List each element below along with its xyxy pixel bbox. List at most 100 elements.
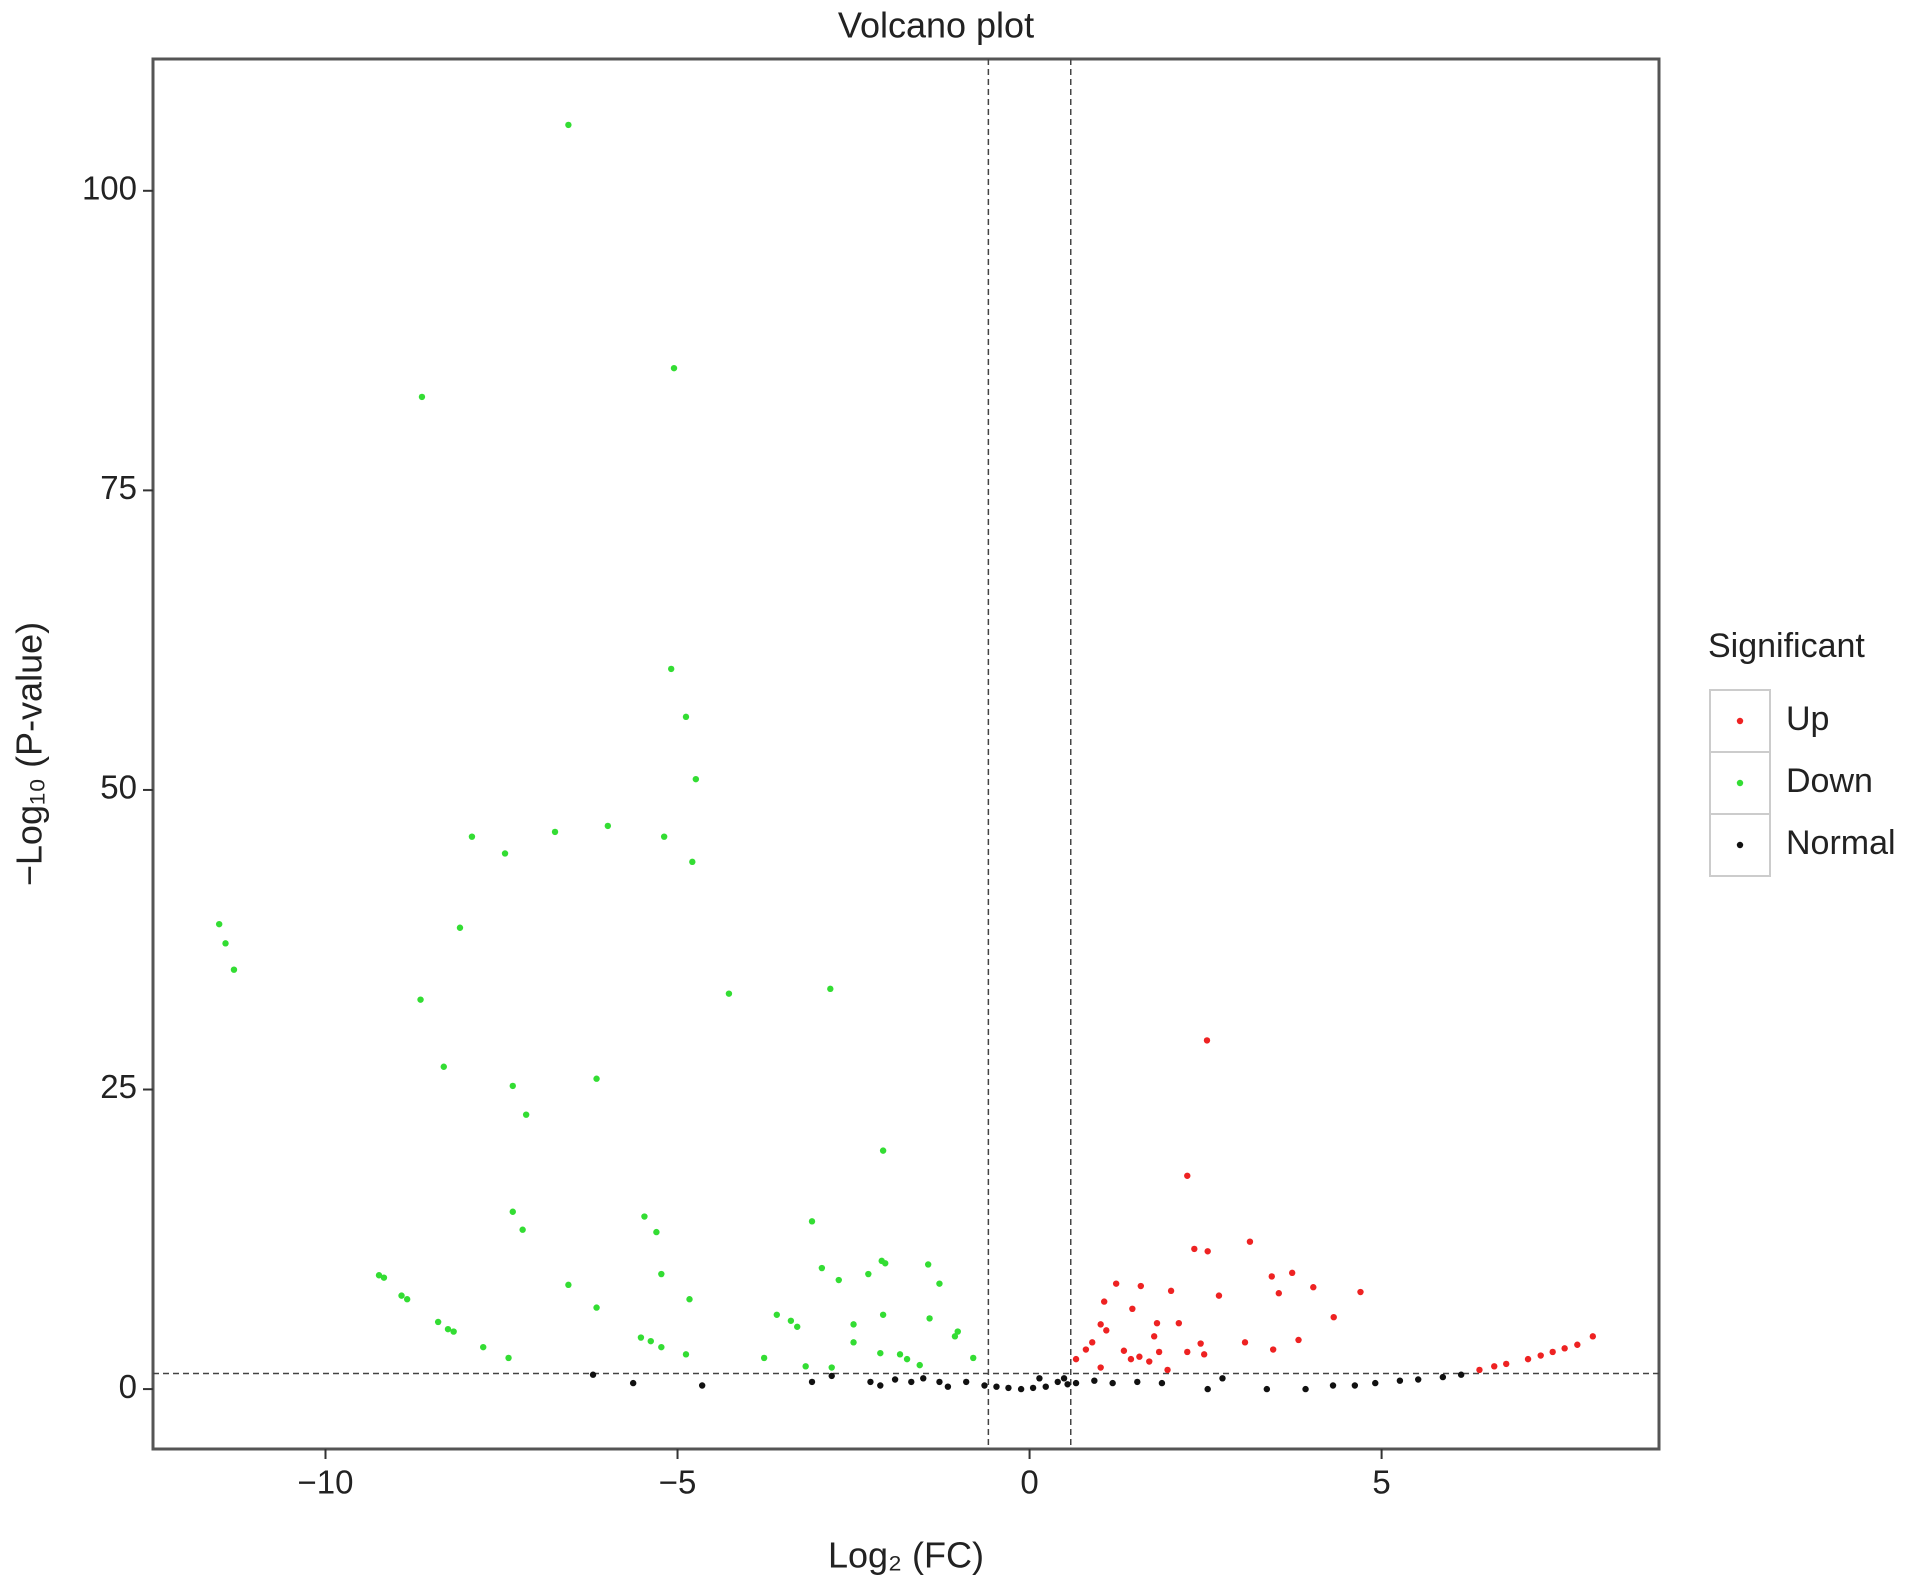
point — [1164, 1366, 1171, 1374]
x-tick-label: −5 — [659, 1464, 697, 1501]
point — [501, 850, 509, 857]
point — [641, 1213, 648, 1220]
point — [1396, 1377, 1404, 1384]
point — [835, 1276, 842, 1284]
point — [1372, 1379, 1379, 1387]
point — [230, 966, 238, 973]
point — [1491, 1363, 1498, 1370]
point — [916, 1361, 923, 1369]
point — [1120, 1347, 1128, 1354]
y-tick-label: 75 — [100, 469, 137, 506]
x-axis-label: Log₂ (FC) — [828, 1535, 984, 1576]
point — [1549, 1348, 1556, 1356]
point — [1330, 1313, 1337, 1321]
point — [505, 1354, 512, 1362]
point — [398, 1292, 405, 1299]
point — [1175, 1319, 1183, 1327]
point — [1091, 1377, 1098, 1384]
point — [1457, 1371, 1465, 1378]
point — [1204, 1248, 1211, 1255]
point — [1246, 1238, 1254, 1245]
point — [1503, 1360, 1510, 1368]
point — [417, 996, 424, 1003]
point — [418, 393, 426, 401]
point — [867, 1378, 874, 1386]
legend-marker — [1736, 717, 1744, 725]
point — [565, 121, 572, 129]
point — [1153, 1319, 1161, 1327]
point — [1295, 1336, 1302, 1344]
chart-title: Volcano plot — [838, 5, 1034, 46]
point — [808, 1218, 816, 1225]
point — [760, 1354, 768, 1362]
point — [698, 1382, 706, 1389]
point — [787, 1317, 795, 1324]
point — [1060, 1375, 1068, 1382]
point — [1017, 1385, 1025, 1393]
point — [773, 1311, 781, 1318]
legend-marker — [1736, 841, 1744, 849]
point — [944, 1383, 952, 1390]
point — [951, 1333, 959, 1340]
point — [1134, 1378, 1141, 1386]
point — [551, 828, 559, 836]
point — [222, 940, 229, 947]
point — [962, 1378, 970, 1386]
legend-label: Down — [1786, 762, 1873, 800]
point — [1036, 1375, 1043, 1382]
point — [1072, 1355, 1080, 1363]
y-tick-label: 50 — [100, 769, 137, 806]
point — [1042, 1383, 1049, 1390]
point — [686, 1296, 693, 1303]
point — [1064, 1381, 1071, 1388]
point — [604, 822, 612, 830]
point — [1200, 1351, 1208, 1358]
point — [456, 924, 464, 931]
point — [1351, 1382, 1359, 1389]
point — [1310, 1284, 1317, 1291]
point — [794, 1323, 801, 1330]
legend-marker — [1736, 779, 1744, 787]
point — [670, 364, 678, 372]
point — [1005, 1384, 1012, 1392]
point — [879, 1147, 887, 1154]
point — [850, 1321, 857, 1328]
point — [519, 1226, 526, 1233]
point — [850, 1339, 857, 1346]
point — [593, 1304, 600, 1311]
point — [802, 1363, 809, 1370]
point — [970, 1354, 977, 1362]
point — [1537, 1352, 1544, 1359]
point — [1204, 1385, 1211, 1393]
point — [647, 1337, 654, 1345]
point — [509, 1082, 516, 1090]
point — [808, 1378, 816, 1386]
point — [827, 985, 834, 993]
point — [818, 1264, 826, 1272]
point — [993, 1383, 1000, 1390]
point — [1158, 1379, 1166, 1387]
point — [725, 990, 733, 997]
point — [1574, 1341, 1581, 1348]
point — [954, 1328, 961, 1335]
point — [444, 1325, 452, 1333]
y-axis-label: −Log₁₀ (P-value) — [9, 622, 50, 886]
point — [1329, 1382, 1337, 1389]
legend-title: Significant — [1708, 627, 1865, 665]
point — [667, 665, 675, 673]
point — [828, 1372, 835, 1380]
point — [440, 1063, 447, 1070]
point — [1357, 1288, 1364, 1296]
point — [1263, 1385, 1271, 1393]
point — [1268, 1273, 1275, 1280]
point — [1415, 1376, 1422, 1383]
point — [450, 1328, 457, 1335]
point — [1184, 1172, 1191, 1179]
point — [828, 1364, 835, 1371]
point — [682, 713, 690, 721]
point — [1524, 1355, 1532, 1363]
point — [1561, 1345, 1568, 1352]
point — [865, 1270, 872, 1278]
point — [1241, 1339, 1249, 1346]
